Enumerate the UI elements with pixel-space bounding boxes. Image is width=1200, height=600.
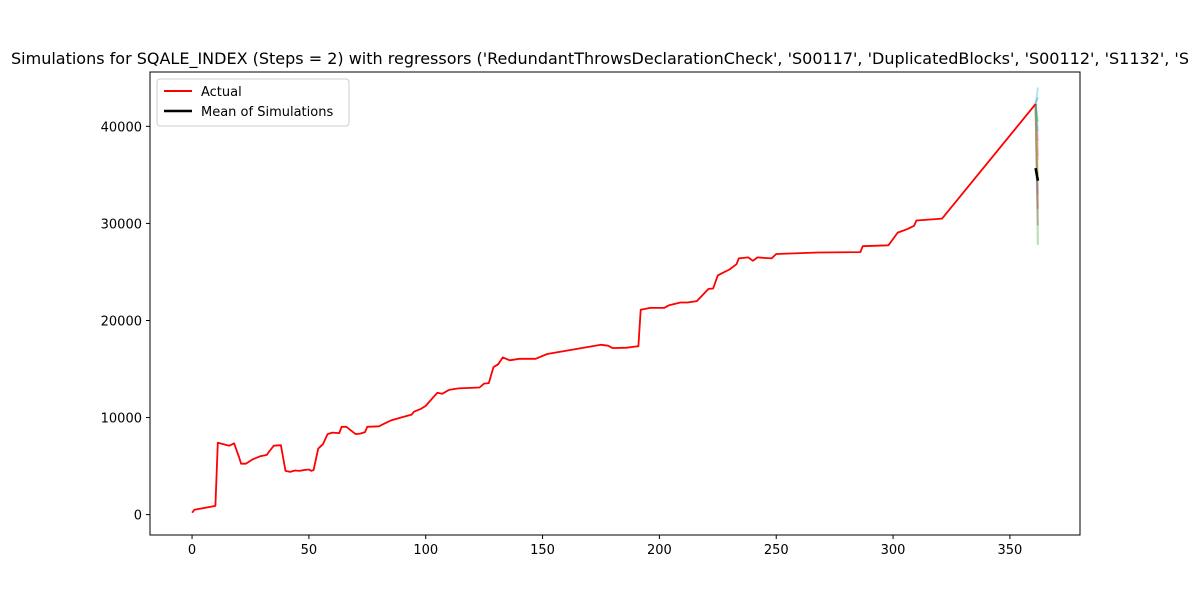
series-line-mean-of-simulations	[1034, 167, 1040, 181]
x-tick-label: 100	[413, 543, 438, 558]
series-line-actual	[191, 103, 1037, 514]
x-tick-label: 0	[188, 543, 196, 558]
legend-label-actual: Actual	[201, 85, 242, 100]
legend-label-mean: Mean of Simulations	[201, 105, 333, 120]
simulation-line-10	[1034, 87, 1039, 105]
x-tick-label: 200	[647, 543, 672, 558]
y-tick-label: 20000	[101, 314, 142, 329]
simulation-line-7	[1034, 103, 1039, 161]
simulation-line-11	[1034, 103, 1039, 122]
simulation-line-2	[1034, 103, 1039, 156]
simulation-line-12	[1034, 103, 1039, 132]
axis-ticks: 0 50 100 150 200 250 300 350 0 10000 20000 30000 400…	[101, 120, 1023, 558]
y-tick-label: 0	[134, 509, 142, 524]
simulation-line-1	[1034, 96, 1039, 105]
plot-area	[191, 87, 1040, 514]
y-tick-label: 10000	[101, 412, 142, 427]
axes-frame	[149, 71, 1081, 536]
simulation-line-4	[1034, 103, 1039, 209]
x-tick-label: 300	[881, 543, 906, 558]
simulation-line-6	[1034, 103, 1039, 226]
y-tick-label: 40000	[101, 120, 142, 135]
x-tick-label: 50	[301, 543, 318, 558]
legend: Actual Mean of Simulations	[156, 78, 350, 127]
legend-box	[156, 78, 350, 127]
x-tick-label: 150	[530, 543, 555, 558]
y-tick-label: 30000	[101, 217, 142, 232]
x-tick-label: 250	[764, 543, 789, 558]
simulation-line-9	[1034, 103, 1039, 175]
x-tick-label: 350	[997, 543, 1022, 558]
chart-title: Simulations for SQALE_INDEX (Steps = 2) …	[11, 49, 1189, 69]
simulation-line-5	[1034, 103, 1039, 141]
